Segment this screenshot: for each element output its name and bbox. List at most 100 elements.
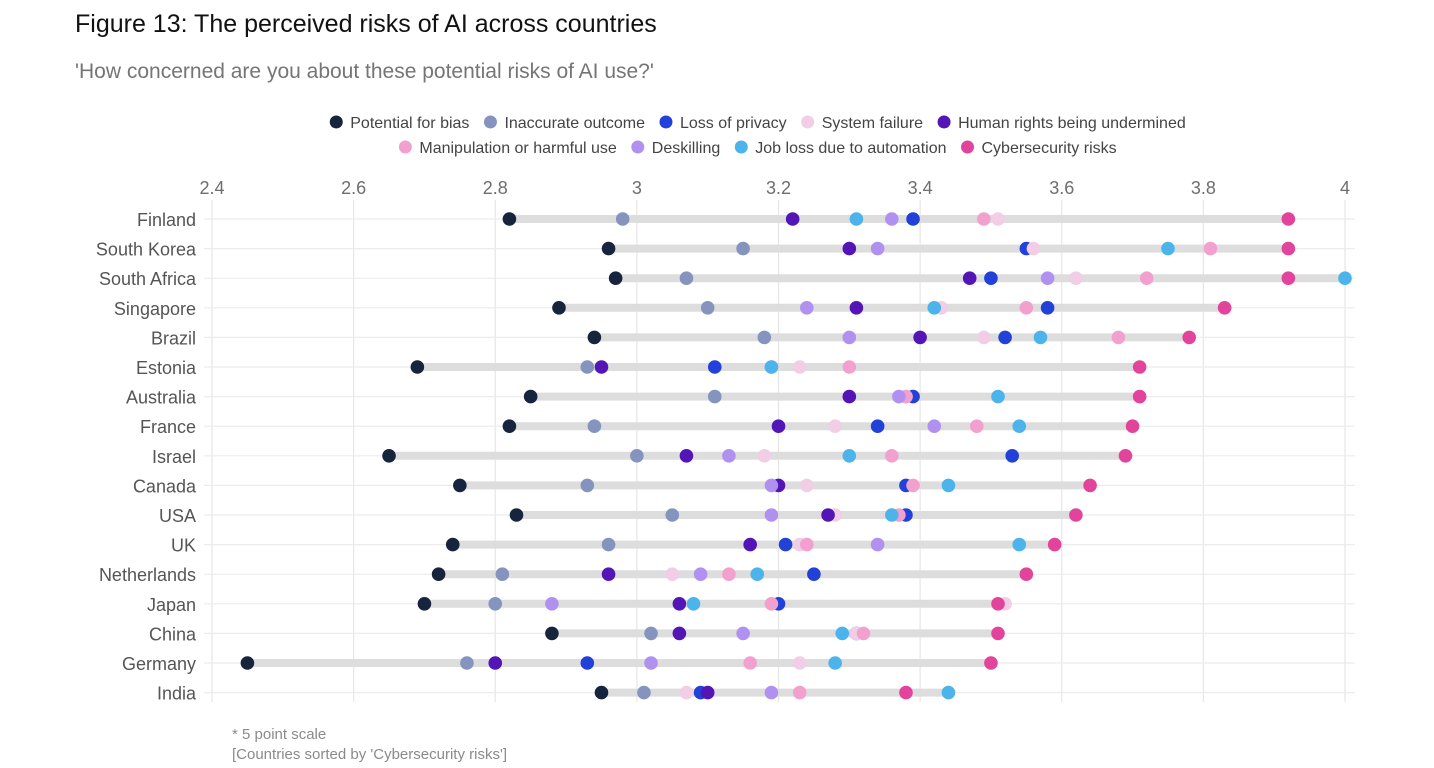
point-manipulation-or-harmful-use-brazil: [1111, 330, 1126, 345]
point-system-failure-estonia: [792, 360, 807, 374]
point-manipulation-or-harmful-use-china: [856, 626, 871, 641]
point-cybersecurity-risks-south-korea: [1281, 241, 1296, 256]
point-inaccurate-outcome-canada: [580, 478, 595, 493]
point-human-rights-being-undermined-uk: [743, 537, 757, 552]
point-inaccurate-outcome-india: [637, 685, 651, 700]
point-job-loss-due-to-automation-france: [1012, 419, 1027, 434]
point-cybersecurity-risks-china: [991, 626, 1005, 641]
point-human-rights-being-undermined-germany: [488, 656, 503, 670]
series-manipulation-or-harmful-use: [722, 212, 1218, 700]
point-manipulation-or-harmful-use-japan: [764, 597, 779, 611]
legend-swatch-human-rights-being-undermined: [937, 115, 951, 129]
point-loss-of-privacy-estonia: [707, 360, 722, 374]
point-manipulation-or-harmful-use-germany: [743, 656, 757, 670]
point-cybersecurity-risks-estonia: [1132, 360, 1147, 374]
point-loss-of-privacy-uk: [778, 537, 793, 552]
point-human-rights-being-undermined-singapore: [849, 301, 864, 315]
x-tick-label: 2.4: [199, 178, 224, 198]
legend-label-deskilling: Deskilling: [652, 140, 720, 157]
point-human-rights-being-undermined-japan: [672, 597, 687, 611]
point-system-failure-france: [828, 419, 842, 434]
point-human-rights-being-undermined-south-korea: [842, 241, 857, 256]
legend-swatch-cybersecurity-risks: [961, 140, 974, 154]
x-tick-label: 3.4: [908, 178, 933, 198]
point-human-rights-being-undermined-estonia: [594, 360, 609, 374]
point-deskilling-uk: [870, 537, 885, 552]
category-label-australia: Australia: [126, 388, 197, 408]
legend-label-loss-of-privacy: Loss of privacy: [680, 115, 787, 132]
point-manipulation-or-harmful-use-south-africa: [1139, 271, 1154, 286]
point-cybersecurity-risks-germany: [984, 656, 998, 670]
point-potential-for-bias-france: [502, 419, 517, 434]
point-loss-of-privacy-germany: [580, 656, 595, 670]
range-bars: [247, 215, 1345, 697]
point-deskilling-australia: [892, 389, 906, 404]
point-manipulation-or-harmful-use-singapore: [1019, 301, 1034, 315]
point-loss-of-privacy-south-africa: [984, 271, 998, 286]
legend-item-inaccurate-outcome: Inaccurate outcome: [483, 115, 645, 132]
legend-label-inaccurate-outcome: Inaccurate outcome: [504, 115, 645, 132]
legend-label-cybersecurity-risks: Cybersecurity risks: [982, 140, 1117, 157]
point-job-loss-due-to-automation-uk: [1012, 537, 1027, 552]
point-potential-for-bias-india: [594, 685, 609, 700]
point-job-loss-due-to-automation-netherlands: [750, 567, 765, 581]
point-potential-for-bias-estonia: [410, 360, 425, 374]
footnote-scale: * 5 point scale: [232, 726, 327, 743]
point-loss-of-privacy-france: [870, 419, 885, 434]
point-manipulation-or-harmful-use-israel: [885, 449, 899, 463]
point-manipulation-or-harmful-use-uk: [800, 537, 814, 552]
point-deskilling-israel: [722, 449, 736, 463]
legend-swatch-manipulation-or-harmful-use: [398, 140, 412, 154]
point-system-failure-germany: [792, 656, 807, 670]
category-label-netherlands: Netherlands: [99, 565, 196, 585]
point-human-rights-being-undermined-brazil: [913, 330, 927, 345]
legend-swatch-job-loss-due-to-automation: [734, 140, 748, 154]
point-job-loss-due-to-automation-canada: [941, 478, 956, 493]
category-label-south-korea: South Korea: [96, 240, 197, 260]
point-job-loss-due-to-automation-brazil: [1033, 330, 1048, 345]
legend-swatch-system-failure: [801, 115, 815, 129]
point-job-loss-due-to-automation-singapore: [927, 301, 942, 315]
point-inaccurate-outcome-china: [644, 626, 658, 641]
point-cybersecurity-risks-india: [899, 685, 913, 700]
legend-item-human-rights-being-undermined: Human rights being undermined: [937, 115, 1186, 132]
point-deskilling-france: [927, 419, 942, 434]
legend-item-job-loss-due-to-automation: Job loss due to automation: [734, 140, 947, 157]
footnote-sort: [Countries sorted by 'Cybersecurity risk…: [232, 746, 507, 763]
legend-item-cybersecurity-risks: Cybersecurity risks: [961, 140, 1117, 157]
point-inaccurate-outcome-brazil: [757, 330, 772, 345]
point-inaccurate-outcome-germany: [460, 656, 474, 670]
category-label-finland: Finland: [137, 210, 196, 230]
point-cybersecurity-risks-uk: [1047, 537, 1062, 552]
point-potential-for-bias-germany: [240, 656, 255, 670]
point-deskilling-germany: [644, 656, 658, 670]
point-job-loss-due-to-automation-australia: [991, 389, 1005, 404]
point-loss-of-privacy-brazil: [998, 330, 1012, 345]
point-deskilling-singapore: [800, 301, 814, 315]
point-cybersecurity-risks-israel: [1118, 449, 1133, 463]
point-loss-of-privacy-israel: [1005, 449, 1019, 463]
point-human-rights-being-undermined-netherlands: [601, 567, 616, 581]
point-cybersecurity-risks-japan: [991, 597, 1005, 611]
chart-subtitle: 'How concerned are you about these poten…: [75, 60, 654, 83]
point-cybersecurity-risks-brazil: [1182, 330, 1197, 345]
point-inaccurate-outcome-israel: [630, 449, 644, 463]
point-potential-for-bias-israel: [382, 449, 396, 463]
category-label-israel: Israel: [152, 447, 196, 467]
category-label-brazil: Brazil: [151, 328, 196, 348]
legend-item-loss-of-privacy: Loss of privacy: [659, 115, 787, 132]
legend-swatch-loss-of-privacy: [659, 115, 673, 129]
point-human-rights-being-undermined-france: [771, 419, 786, 434]
point-inaccurate-outcome-estonia: [580, 360, 595, 374]
x-tick-label: 3.6: [1049, 178, 1074, 198]
point-human-rights-being-undermined-israel: [679, 449, 694, 463]
point-job-loss-due-to-automation-estonia: [764, 360, 779, 374]
legend-swatch-inaccurate-outcome: [483, 115, 497, 129]
point-loss-of-privacy-finland: [906, 212, 920, 226]
point-manipulation-or-harmful-use-india: [792, 685, 807, 700]
point-potential-for-bias-usa: [509, 508, 524, 522]
point-job-loss-due-to-automation-south-africa: [1338, 271, 1352, 286]
point-cybersecurity-risks-australia: [1132, 389, 1147, 404]
point-inaccurate-outcome-australia: [707, 389, 722, 404]
